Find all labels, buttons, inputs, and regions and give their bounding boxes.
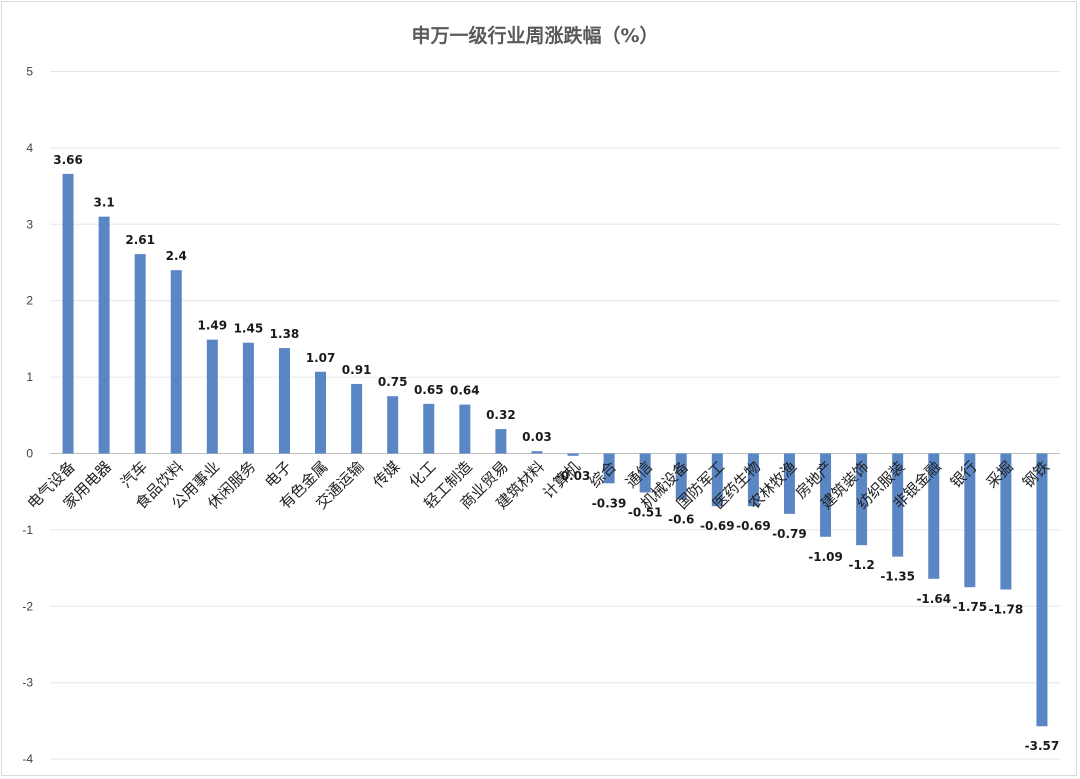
data-label: -1.09	[808, 550, 843, 564]
bar	[278, 348, 290, 454]
data-label: -1.78	[989, 602, 1024, 616]
y-tick-label: 1	[26, 370, 33, 384]
data-label: -0.03	[556, 469, 591, 483]
bar	[315, 371, 327, 454]
data-label: -1.64	[916, 592, 951, 606]
category-label: 传媒	[370, 458, 404, 492]
bar	[711, 453, 723, 507]
y-tick-label: -1	[22, 523, 33, 537]
bar	[387, 396, 399, 454]
data-label: -0.79	[772, 527, 807, 541]
bars	[62, 173, 1048, 727]
bar	[242, 342, 254, 454]
data-label: -1.35	[880, 570, 915, 584]
bar	[603, 453, 615, 484]
data-label: 1.38	[270, 327, 300, 341]
y-axis-ticks: 5 4 3 2 1 0 -1 -2 -3 -4	[22, 65, 33, 767]
data-label: 3.66	[53, 153, 83, 167]
y-tick-label: -4	[22, 752, 33, 766]
data-label: 0.03	[522, 430, 552, 444]
category-label: 银行	[947, 458, 981, 492]
bar	[170, 270, 182, 454]
data-label: -0.69	[700, 519, 735, 533]
bar	[783, 453, 795, 514]
bar	[892, 453, 904, 557]
bar	[820, 453, 832, 537]
data-label: 1.07	[306, 351, 336, 365]
data-label: 0.65	[414, 383, 444, 397]
bar	[495, 429, 507, 454]
bar	[1036, 453, 1048, 727]
bar	[856, 453, 868, 546]
bar	[351, 383, 363, 454]
data-label: 2.4	[166, 249, 187, 263]
category-label: 钢铁	[1019, 458, 1053, 492]
gridlines	[50, 71, 1060, 760]
bar	[423, 403, 435, 454]
data-label: 0.75	[378, 375, 408, 389]
bar	[675, 453, 687, 500]
category-label: 采掘	[983, 458, 1017, 492]
data-label: 0.91	[342, 363, 372, 377]
bar	[62, 173, 74, 454]
bar	[134, 254, 146, 454]
data-label: 3.1	[93, 196, 114, 210]
y-tick-label: 0	[26, 447, 33, 461]
data-label: 2.61	[125, 233, 155, 247]
y-tick-label: 5	[26, 65, 33, 79]
bar	[964, 453, 976, 588]
data-label: 0.64	[450, 384, 480, 398]
data-label: -0.6	[668, 512, 694, 526]
category-label: 综合	[586, 458, 620, 492]
bar	[98, 216, 110, 454]
bar	[531, 451, 543, 454]
y-tick-label: 2	[26, 294, 33, 308]
y-tick-label: -3	[22, 676, 33, 690]
bar	[928, 453, 940, 579]
data-label: 1.49	[198, 319, 228, 333]
data-label: -0.51	[628, 505, 663, 519]
bar	[639, 453, 651, 493]
data-label: -3.57	[1025, 739, 1060, 753]
data-label: 1.45	[234, 322, 264, 336]
data-label: 0.32	[486, 408, 516, 422]
y-tick-label: -2	[22, 599, 33, 613]
chart-title: 申万一级行业周涨跌幅（%）	[411, 24, 658, 47]
y-tick-label: 4	[26, 141, 33, 155]
bar	[206, 339, 218, 454]
bar	[747, 453, 759, 507]
data-label: -1.2	[848, 558, 874, 572]
bar	[459, 404, 471, 454]
data-label: -0.39	[592, 496, 627, 510]
y-tick-label: 3	[26, 217, 33, 231]
bar	[1000, 453, 1012, 590]
data-label: -0.69	[736, 519, 771, 533]
data-labels: 3.66 3.1 2.61 2.4 1.49 1.45 1.38 1.07 0.91 0.75 0.…	[53, 153, 1059, 753]
data-label: -1.75	[953, 600, 988, 614]
bar	[567, 453, 579, 456]
